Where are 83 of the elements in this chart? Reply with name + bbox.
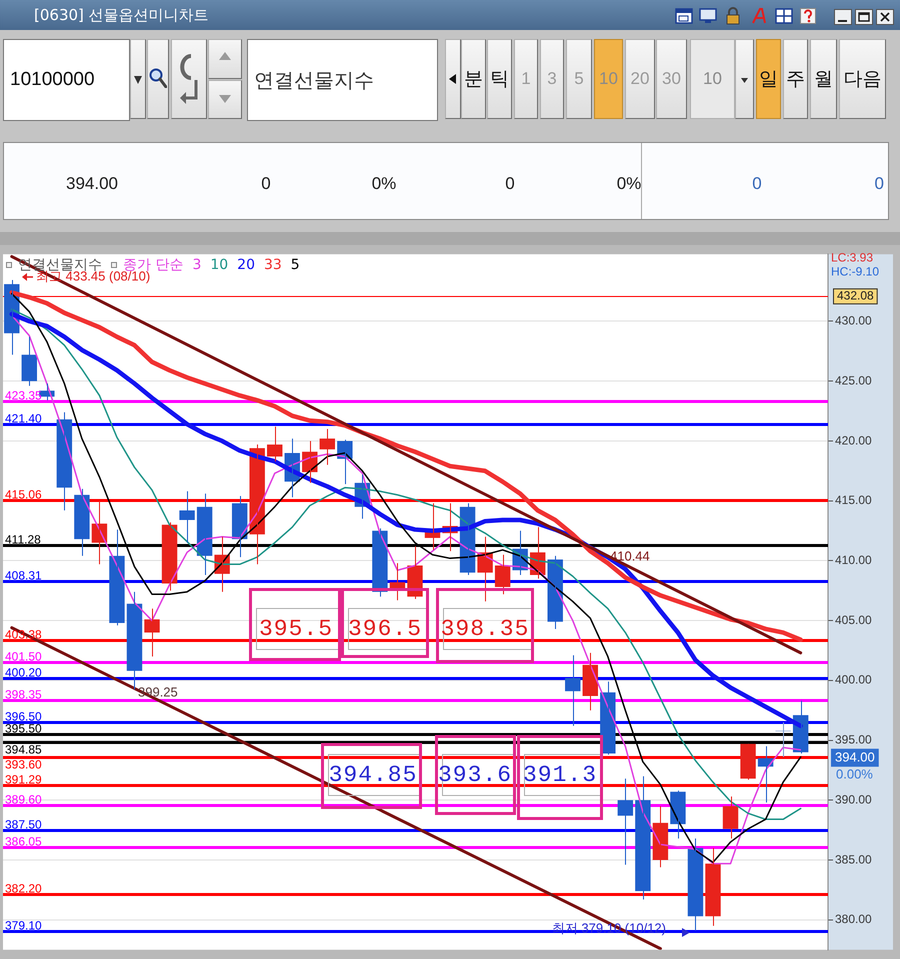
candlestick [618, 778, 634, 866]
text: 10 [210, 256, 228, 273]
ref-line-label: 395.50 [5, 721, 42, 736]
ref-line-label: 394.85 [5, 742, 42, 756]
y-tick-label: 410.00 [835, 553, 872, 568]
ref-line-label: 398.35 [5, 687, 42, 702]
y-tick-label: 380.00 [835, 912, 872, 926]
y-tick-label: 420.00 [835, 433, 872, 448]
dropdown-field: 10 [690, 39, 735, 119]
ref-line-label: 400.20 [5, 665, 42, 680]
candlestick [74, 488, 90, 556]
ref-line-label: 389.60 [5, 792, 42, 806]
text: 0% [372, 174, 396, 194]
candlestick [22, 336, 38, 386]
y-tick-label: 400.00 [835, 672, 872, 687]
ref-line-label: 396.50 [5, 709, 42, 724]
candlestick [267, 426, 282, 462]
annotation: 398.35 [440, 616, 530, 642]
candlestick [775, 722, 791, 758]
text: 33 [264, 256, 282, 273]
text: 0 [505, 174, 515, 194]
ref-line-label: 393.60 [5, 758, 42, 772]
text-field: 연결선물지수 [247, 39, 438, 121]
text: 0 [752, 174, 762, 194]
candlestick [320, 428, 336, 466]
candlestick [635, 776, 651, 900]
y-tick-label: 390.00 [835, 792, 872, 806]
text: 3 [192, 256, 202, 273]
annotation: 396.5 [348, 616, 422, 642]
button: 월 [810, 39, 837, 119]
annotation: 391.3 [522, 762, 598, 788]
candlestick [179, 490, 195, 544]
text: 20 [237, 256, 255, 273]
ref-line-label: 423.35 [5, 388, 42, 402]
annotation: 394.85 [328, 762, 418, 788]
ref-line-label: 387.50 [5, 817, 42, 832]
candlestick [705, 848, 721, 926]
ref-line-label: 408.31 [5, 568, 42, 582]
ref-line-label: 386.05 [5, 834, 42, 848]
y-tick-label: 415.00 [835, 493, 872, 508]
text: LC:3.93 [831, 250, 874, 264]
text: 394.00 [66, 174, 118, 194]
y-tick-label: 425.00 [835, 373, 872, 388]
button: 일 [756, 39, 781, 119]
text: 0 [261, 174, 271, 194]
ref-line-label: 401.50 [5, 649, 42, 664]
annotation: 393.6 [438, 762, 512, 788]
y-tick-label: 395.00 [835, 732, 872, 747]
candlestick [494, 554, 510, 595]
ref-line-label: 432.08 [837, 288, 874, 303]
y-tick-label: 405.00 [835, 612, 872, 627]
button: 1 [514, 39, 538, 119]
text: HC:-9.10 [831, 264, 880, 278]
button: 20 [625, 39, 655, 119]
text-field: 10100000 [3, 39, 130, 121]
button: 분 [461, 39, 486, 119]
ref-line-label: 382.20 [5, 881, 42, 896]
ref-line-label: 415.06 [5, 487, 42, 502]
button: 틱 [487, 39, 512, 119]
y-tick-label: 385.00 [835, 852, 872, 866]
y-tick-label: 430.00 [835, 314, 872, 328]
candlestick [722, 796, 738, 839]
annotation: 395.5 [258, 616, 334, 642]
button: 다음 [839, 39, 886, 119]
ref-line-label: 421.40 [5, 411, 42, 426]
button: 30 [656, 39, 687, 119]
candlestick [162, 522, 178, 592]
ref-line-label: 411.28 [5, 532, 42, 546]
chart-title: [0630] 선물옵션미니차트 [34, 5, 209, 26]
text: 0.00% [836, 766, 874, 782]
text: 5 [290, 256, 300, 273]
button: 주 [783, 39, 808, 119]
text: 0 [874, 174, 884, 194]
candlestick [565, 654, 580, 726]
candlestick [740, 743, 756, 780]
button: 10 [594, 39, 623, 119]
candlestick [109, 529, 125, 626]
ref-line-label: 379.10 [5, 918, 42, 932]
button: 3 [540, 39, 564, 119]
ref-line-label: 391.29 [5, 772, 42, 786]
text: 0% [616, 174, 642, 194]
text: 394.00 [835, 749, 875, 764]
button: 5 [566, 39, 592, 119]
